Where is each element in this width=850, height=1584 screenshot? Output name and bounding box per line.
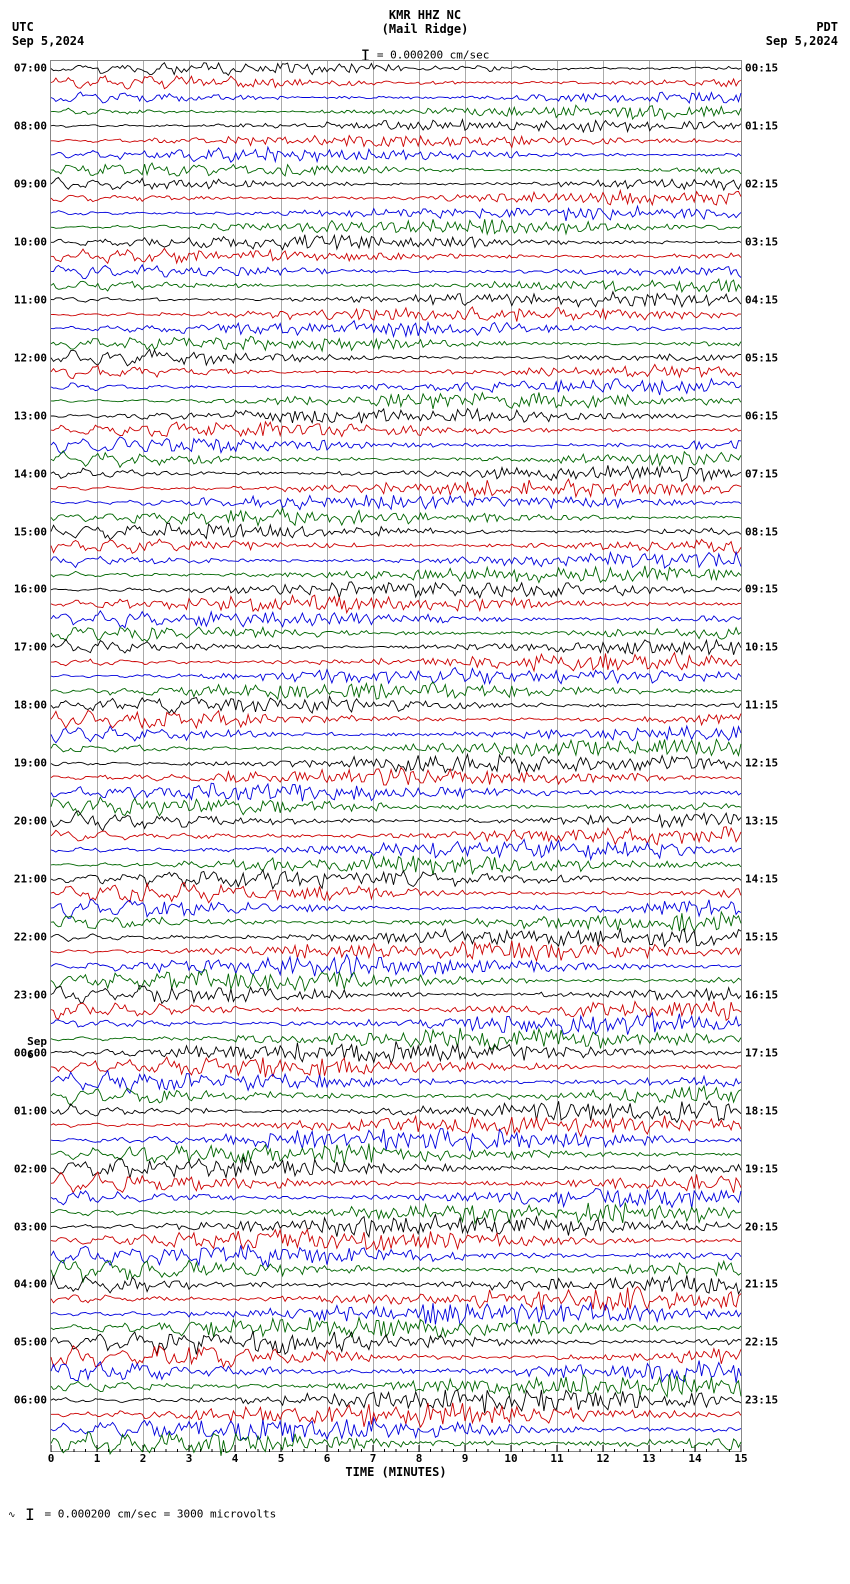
utc-time-label: 01:00 (14, 1104, 47, 1117)
pdt-time-label: 18:15 (745, 1104, 778, 1117)
footer-scale: ∿ I = 0.000200 cm/sec = 3000 microvolts (8, 1505, 276, 1524)
pdt-time-label: 14:15 (745, 873, 778, 886)
header-right: PDT Sep 5,2024 (766, 20, 838, 48)
pdt-time-label: 19:15 (745, 1162, 778, 1175)
seismic-trace (51, 75, 741, 90)
utc-time-label: 02:00 (14, 1162, 47, 1175)
utc-time-label: 03:00 (14, 1220, 47, 1233)
pdt-time-label: 05:15 (745, 351, 778, 364)
seismic-trace (51, 61, 741, 76)
pdt-time-label: 17:15 (745, 1046, 778, 1059)
utc-time-label: 12:00 (14, 351, 47, 364)
utc-time-label: 14:00 (14, 467, 47, 480)
date-marker: Sep 6 (27, 1035, 47, 1061)
pdt-time-label: 04:15 (745, 293, 778, 306)
pdt-time-label: 15:15 (745, 930, 778, 943)
seismic-trace (51, 90, 741, 105)
pdt-time-label: 08:15 (745, 525, 778, 538)
pdt-time-label: 23:15 (745, 1394, 778, 1407)
pdt-time-label: 21:15 (745, 1278, 778, 1291)
utc-time-label: 09:00 (14, 178, 47, 191)
header-left: UTC Sep 5,2024 (12, 20, 84, 48)
seismogram-container: UTC Sep 5,2024 KMR HHZ NC (Mail Ridge) P… (0, 0, 850, 1584)
pdt-time-label: 16:15 (745, 988, 778, 1001)
pdt-time-label: 06:15 (745, 409, 778, 422)
utc-label: UTC (12, 20, 84, 34)
utc-time-label: 22:00 (14, 930, 47, 943)
seismic-trace (51, 104, 741, 119)
utc-time-label: 17:00 (14, 641, 47, 654)
pdt-time-label: 22:15 (745, 1336, 778, 1349)
seismic-trace (51, 133, 741, 149)
utc-time-label: 20:00 (14, 815, 47, 828)
utc-time-label: 07:00 (14, 62, 47, 75)
pdt-time-label: 07:15 (745, 467, 778, 480)
pdt-time-label: 00:15 (745, 62, 778, 75)
pdt-time-label: 12:15 (745, 757, 778, 770)
x-axis-label: TIME (MINUTES) (345, 1465, 446, 1479)
pdt-time-label: 10:15 (745, 641, 778, 654)
utc-time-label: 05:00 (14, 1336, 47, 1349)
pdt-time-label: 11:15 (745, 699, 778, 712)
pdt-time-label: 03:15 (745, 235, 778, 248)
utc-time-label: 21:00 (14, 873, 47, 886)
utc-time-label: 15:00 (14, 525, 47, 538)
pdt-time-label: 09:15 (745, 583, 778, 596)
utc-time-label: 19:00 (14, 757, 47, 770)
utc-time-label: 18:00 (14, 699, 47, 712)
helicorder-plot: TIME (MINUTES) 012345678910111213141507:… (50, 60, 742, 1452)
header-center: KMR HHZ NC (Mail Ridge) (382, 8, 469, 36)
utc-time-label: 16:00 (14, 583, 47, 596)
utc-time-label: 23:00 (14, 988, 47, 1001)
utc-time-label: 04:00 (14, 1278, 47, 1291)
pdt-time-label: 20:15 (745, 1220, 778, 1233)
utc-time-label: 13:00 (14, 409, 47, 422)
utc-time-label: 10:00 (14, 235, 47, 248)
pdt-date: Sep 5,2024 (766, 34, 838, 48)
pdt-label: PDT (766, 20, 838, 34)
pdt-time-label: 02:15 (745, 178, 778, 191)
pdt-time-label: 13:15 (745, 815, 778, 828)
seismic-trace (51, 1430, 741, 1457)
utc-date: Sep 5,2024 (12, 34, 84, 48)
pdt-time-label: 01:15 (745, 120, 778, 133)
station-name: (Mail Ridge) (382, 22, 469, 36)
seismic-trace (51, 147, 741, 163)
utc-time-label: 08:00 (14, 120, 47, 133)
utc-time-label: 11:00 (14, 293, 47, 306)
seismic-trace (51, 118, 741, 134)
utc-time-label: 06:00 (14, 1394, 47, 1407)
station-code: KMR HHZ NC (382, 8, 469, 22)
